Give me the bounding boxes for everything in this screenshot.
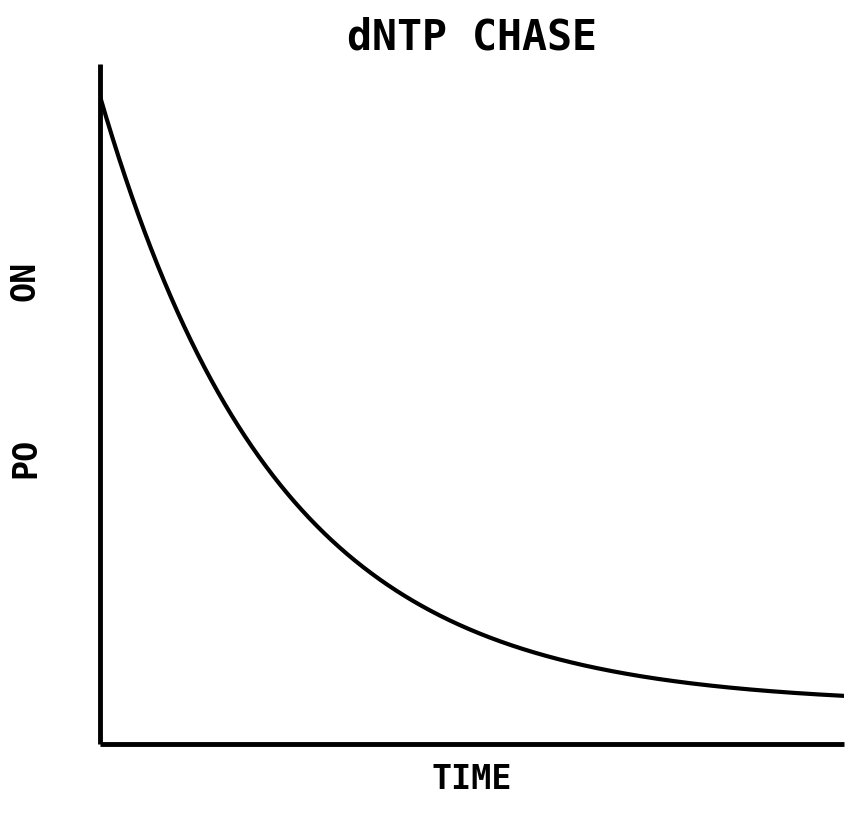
Text: PO: PO [9,438,42,478]
Text: ON: ON [9,261,42,302]
X-axis label: TIME: TIME [432,763,512,796]
Title: dNTP CHASE: dNTP CHASE [347,17,598,59]
